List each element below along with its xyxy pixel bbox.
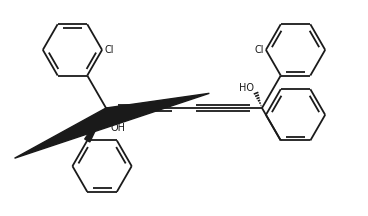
Text: Cl: Cl [254,45,264,55]
Polygon shape [85,108,106,142]
Text: HO: HO [239,83,254,93]
Text: OH: OH [111,123,126,133]
Polygon shape [15,93,209,158]
Text: Cl: Cl [104,45,114,55]
